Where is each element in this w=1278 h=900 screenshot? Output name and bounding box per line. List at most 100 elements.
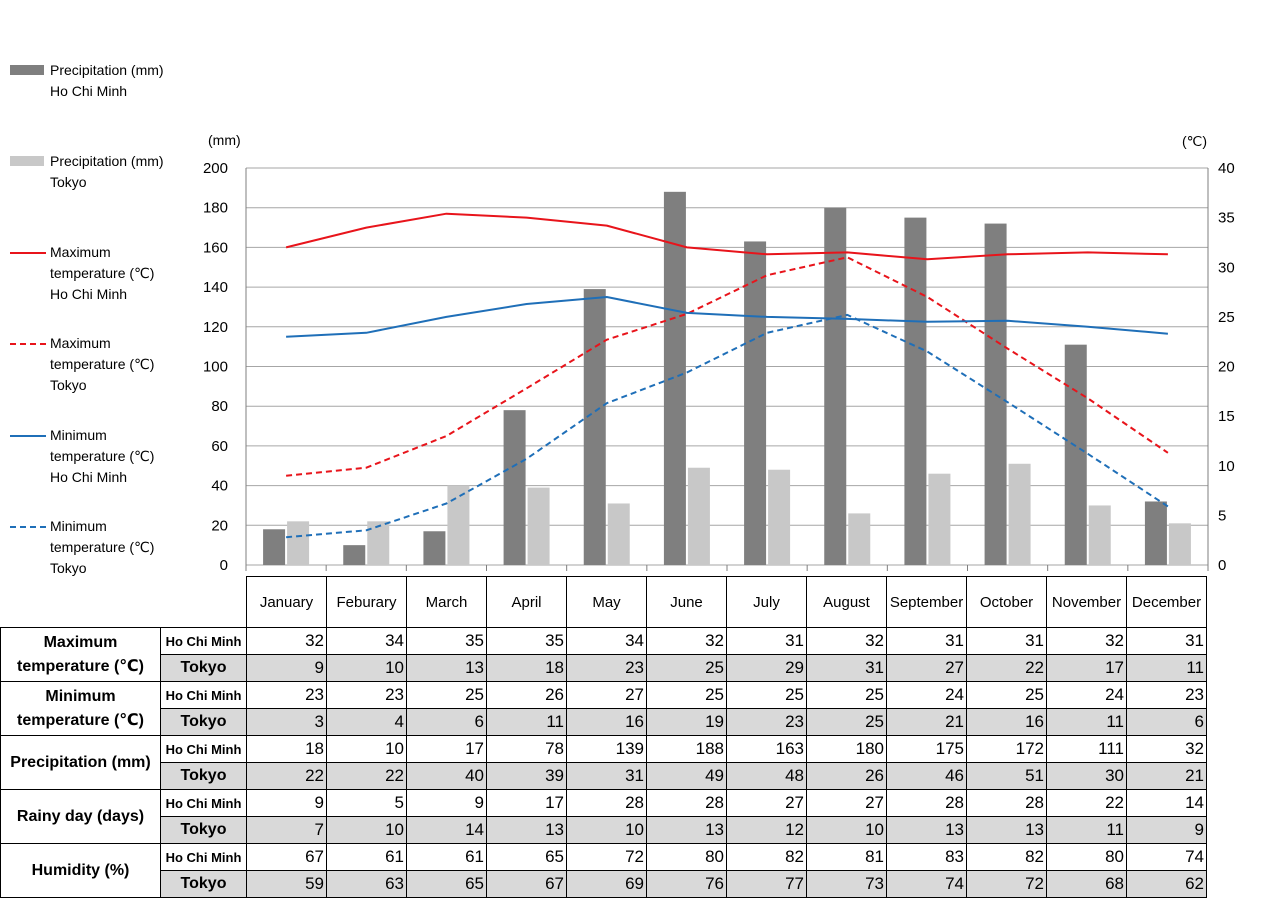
- table-cell: 28: [646, 789, 727, 817]
- left-axis-tick-label: 80: [211, 398, 228, 415]
- right-axis-tick-label: 20: [1218, 359, 1235, 376]
- table-cell: 14: [1126, 789, 1207, 817]
- table-cell: 40: [406, 762, 487, 790]
- table-cell: 32: [806, 627, 887, 655]
- left-axis-tick-label: 20: [211, 517, 228, 534]
- left-axis-tick-label: 100: [203, 359, 228, 376]
- table-cell: 9: [246, 789, 327, 817]
- table-cell: 16: [566, 708, 647, 736]
- table-cell: 6: [1126, 708, 1207, 736]
- left-axis-unit: (mm): [208, 132, 241, 148]
- metric-label: Precipitation (mm): [0, 735, 161, 790]
- table-cell: 26: [486, 681, 567, 709]
- table-cell: 9: [1126, 816, 1207, 844]
- table-cell: 77: [726, 870, 807, 898]
- month-header: April: [486, 576, 567, 628]
- bar-precip-hcm: [904, 217, 927, 565]
- table-cell: 49: [646, 762, 727, 790]
- table-cell: 7: [246, 816, 327, 844]
- table-cell: 23: [246, 681, 327, 709]
- table-cell: 32: [1126, 735, 1207, 763]
- month-header: November: [1046, 576, 1127, 628]
- month-header: July: [726, 576, 807, 628]
- table-cell: 11: [1126, 654, 1207, 682]
- table-cell: 82: [726, 843, 807, 871]
- table-cell: 69: [566, 870, 647, 898]
- table-cell: 80: [646, 843, 727, 871]
- table-cell: 19: [646, 708, 727, 736]
- legend-precip-hcm-swatch: [10, 65, 44, 75]
- metric-label: Minimum temperature (℃): [0, 681, 161, 736]
- table-cell: 61: [406, 843, 487, 871]
- table-cell: 59: [246, 870, 327, 898]
- right-axis-tick-label: 35: [1218, 210, 1235, 227]
- table-cell: 27: [566, 681, 647, 709]
- table-cell: 175: [886, 735, 967, 763]
- table-cell: 32: [646, 627, 727, 655]
- table-cell: 10: [806, 816, 887, 844]
- table-cell: 32: [246, 627, 327, 655]
- bar-precip-tokyo: [1088, 505, 1111, 565]
- table-cell: 23: [726, 708, 807, 736]
- legend-precip-hcm-label: Precipitation (mm) Ho Chi Minh: [50, 62, 164, 99]
- legend-min-tokyo-line: [10, 526, 46, 528]
- table-cell: 65: [406, 870, 487, 898]
- left-axis-tick-label: 140: [203, 279, 228, 296]
- bar-precip-hcm: [423, 531, 446, 565]
- table-cell: 29: [726, 654, 807, 682]
- table-cell: 25: [646, 654, 727, 682]
- table-cell: 21: [886, 708, 967, 736]
- table-cell: 39: [486, 762, 567, 790]
- bar-precip-tokyo: [1008, 463, 1031, 565]
- right-axis-tick-label: 25: [1218, 309, 1235, 326]
- metric-label: Humidity (%): [0, 843, 161, 898]
- bar-precip-hcm: [1064, 344, 1087, 565]
- table-cell: 9: [246, 654, 327, 682]
- bar-precip-hcm: [663, 191, 686, 565]
- table-cell: 24: [886, 681, 967, 709]
- table-cell: 10: [326, 816, 407, 844]
- table-cell: 6: [406, 708, 487, 736]
- city-label: Tokyo: [160, 870, 247, 898]
- table-cell: 35: [406, 627, 487, 655]
- table-cell: 82: [966, 843, 1047, 871]
- month-header: September: [886, 576, 967, 628]
- table-row: Tokyo 3 4 6 11 16 19 23 25 21 16 11 6: [1, 708, 1207, 736]
- table-cell: 22: [966, 654, 1047, 682]
- table-cell: 16: [966, 708, 1047, 736]
- table-cell: 27: [806, 789, 887, 817]
- table-cell: 31: [1126, 627, 1207, 655]
- table-cell: 68: [1046, 870, 1127, 898]
- table-cell: 25: [406, 681, 487, 709]
- table-cell: 23: [566, 654, 647, 682]
- table-cell: 17: [1046, 654, 1127, 682]
- table-cell: 4: [326, 708, 407, 736]
- table-cell: 11: [1046, 816, 1127, 844]
- table-cell: 63: [326, 870, 407, 898]
- legend-min-hcm-line: [10, 435, 46, 437]
- table-cell: 61: [326, 843, 407, 871]
- legend-max-tokyo-line: [10, 343, 46, 345]
- month-header: January: [246, 576, 327, 628]
- table-cell: 22: [1046, 789, 1127, 817]
- table-cell: 67: [246, 843, 327, 871]
- table-cell: 139: [566, 735, 647, 763]
- table-cell: 13: [486, 816, 567, 844]
- table-row: Maximum temperature (℃) Ho Chi Minh 32 34 35…: [0, 627, 1207, 682]
- table-cell: 11: [486, 708, 567, 736]
- bar-precip-hcm: [503, 410, 526, 565]
- legend-max-hcm-label: Maximum temperature (℃) Ho Chi Minh: [50, 244, 155, 302]
- legend-min-tokyo-label: Minimum temperature (℃) Tokyo: [50, 518, 155, 576]
- left-axis-tick-label: 160: [203, 239, 228, 256]
- table-cell: 46: [886, 762, 967, 790]
- city-label: Tokyo: [160, 762, 247, 790]
- left-axis-tick-label: 40: [211, 478, 228, 495]
- legend-precip-tokyo-swatch: [10, 156, 44, 166]
- city-label: Ho Chi Minh: [160, 735, 247, 763]
- table-cell: 111: [1046, 735, 1127, 763]
- right-axis-unit: (℃): [1182, 133, 1207, 149]
- table-cell: 28: [966, 789, 1047, 817]
- left-axis-tick-label: 200: [203, 160, 228, 177]
- table-cell: 12: [726, 816, 807, 844]
- bar-precip-hcm: [343, 545, 366, 565]
